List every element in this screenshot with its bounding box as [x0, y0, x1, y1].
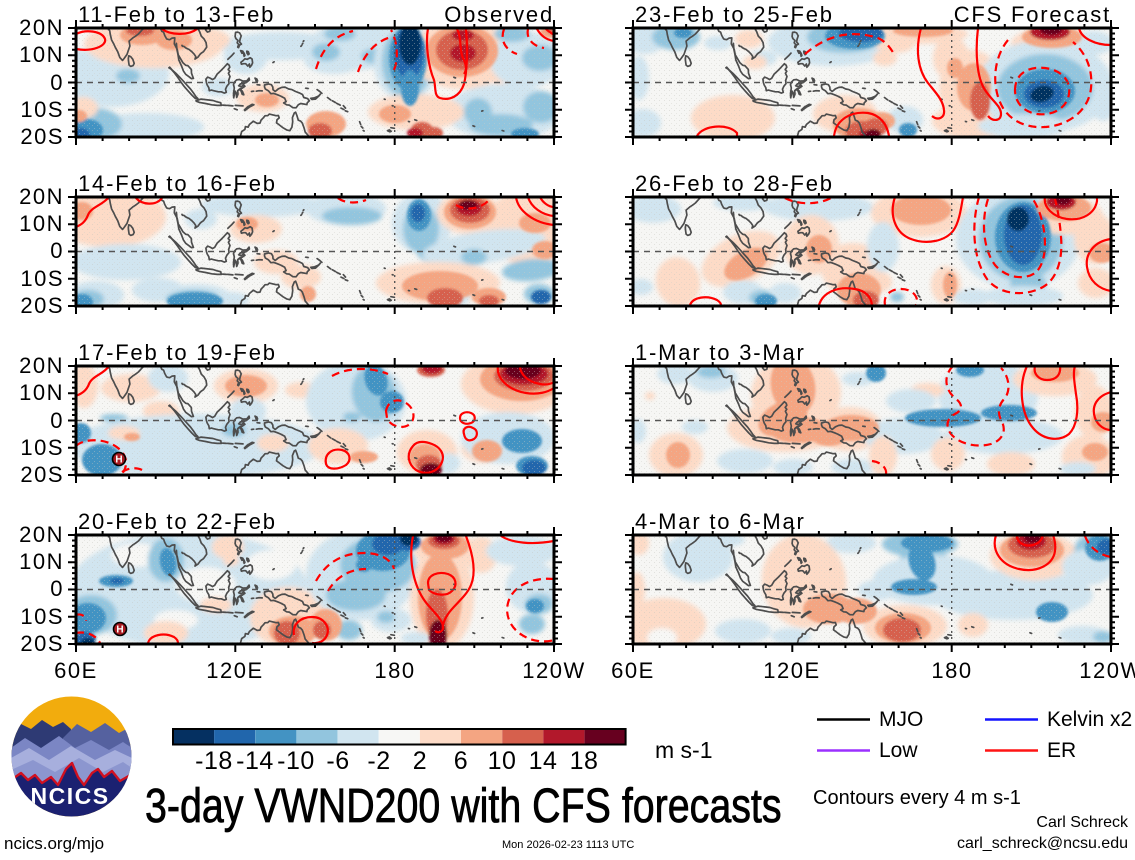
svg-text:NCICS: NCICS: [30, 783, 109, 809]
svg-text:H: H: [116, 625, 123, 636]
svg-text:H: H: [115, 455, 122, 466]
